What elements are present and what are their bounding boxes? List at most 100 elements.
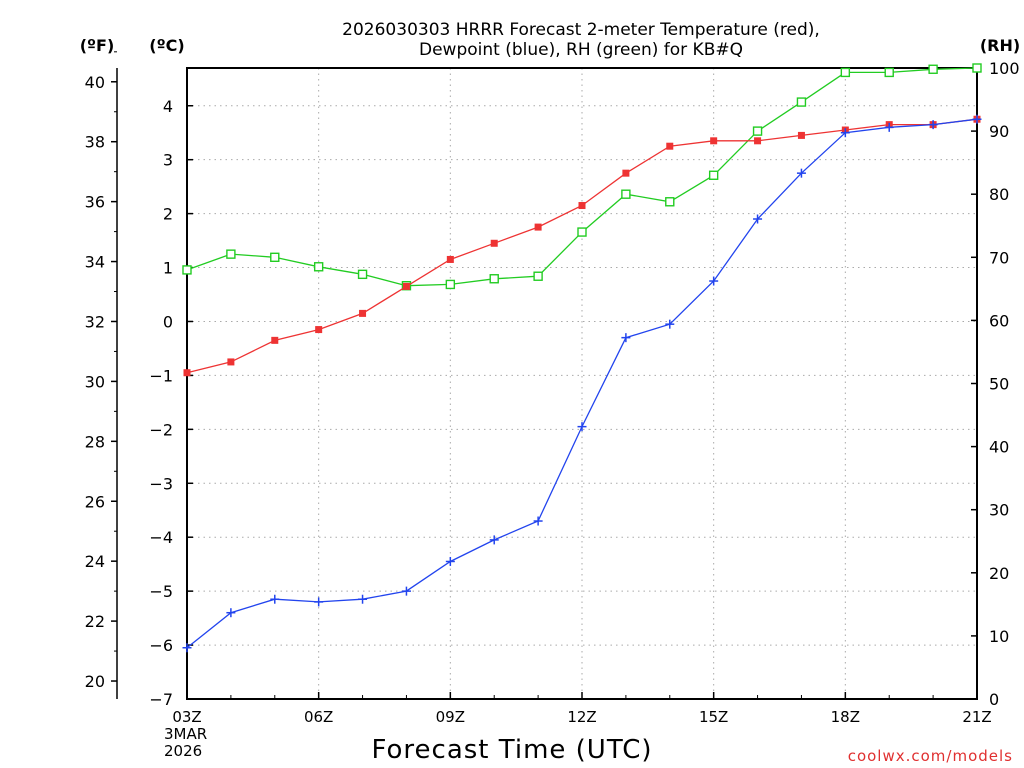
temperature-point xyxy=(754,137,762,145)
y-rh-tick-label: 20 xyxy=(989,564,1009,583)
x-tick-label: 12Z xyxy=(567,708,596,726)
temperature-point xyxy=(666,142,674,150)
y-c-tick-label: −1 xyxy=(149,366,173,385)
temperature-point xyxy=(183,369,191,377)
rh-point xyxy=(182,265,192,275)
y-f-tick-label: 22 xyxy=(85,612,105,631)
chart-title-line2: Dewpoint (blue), RH (green) for KB#Q xyxy=(419,40,743,60)
y-rh-tick-label: 70 xyxy=(989,248,1009,267)
dewpoint-point xyxy=(665,319,675,329)
rh-point xyxy=(577,227,587,237)
y-f-tick-label: 36 xyxy=(85,193,105,212)
y-rh-tick-label: 50 xyxy=(989,375,1009,394)
rh-point xyxy=(533,271,543,281)
y-c-tick-label: −7 xyxy=(149,690,173,709)
y-rh-tick-label: 80 xyxy=(989,185,1009,204)
y-c-tick-label: 0 xyxy=(163,312,173,331)
y-rh-tick-label: 60 xyxy=(989,311,1009,330)
x-tick-label: 15Z xyxy=(699,708,728,726)
y-rh-tick-label: 30 xyxy=(989,501,1009,520)
dewpoint-point xyxy=(884,122,894,132)
rh-point xyxy=(357,269,368,280)
rh-point xyxy=(445,279,456,290)
unit-label-celsius: (ºC) xyxy=(149,36,184,55)
y-f-tick-label: 28 xyxy=(85,432,105,451)
x-start-date-month: 3MAR xyxy=(164,725,207,743)
y-c-tick-label: −3 xyxy=(149,474,173,493)
unit-label-rh: (RH) xyxy=(980,36,1020,55)
rh-point xyxy=(226,249,236,259)
x-tick-label: 09Z xyxy=(436,708,465,726)
dewpoint-point xyxy=(928,120,938,130)
rh-point xyxy=(621,189,631,199)
series-line-rh xyxy=(186,67,978,287)
chart-grid xyxy=(187,68,977,699)
x-tick-label: 18Z xyxy=(831,708,860,726)
y-c-tick-label: −6 xyxy=(149,636,173,655)
x-tick-label: 06Z xyxy=(304,708,333,726)
y-f-tick-label: 34 xyxy=(85,253,105,272)
temperature-point xyxy=(271,336,279,344)
temperature-point xyxy=(490,239,498,247)
temperature-point xyxy=(446,255,454,263)
y-c-tick-label: −4 xyxy=(149,528,173,547)
y-rh-tick-label: 10 xyxy=(989,627,1009,646)
y-rh-tick-label: 100 xyxy=(989,59,1020,78)
dewpoint-point xyxy=(270,594,280,604)
rh-point xyxy=(884,67,894,78)
dewpoint-point xyxy=(489,535,499,545)
dewpoint-point xyxy=(358,594,368,604)
x-start-date-year: 2026 xyxy=(164,742,202,760)
rh-point xyxy=(313,262,324,272)
series-temperature xyxy=(183,115,981,377)
rh-point xyxy=(489,274,499,284)
dewpoint-point xyxy=(182,643,192,653)
temperature-point xyxy=(315,326,323,334)
y-rh-tick-label: 40 xyxy=(989,438,1009,457)
dewpoint-point xyxy=(577,422,587,432)
dewpoint-point xyxy=(796,168,806,178)
credit-text: coolwx.com/models xyxy=(848,747,1013,765)
temperature-point xyxy=(578,202,586,210)
dewpoint-point xyxy=(226,608,236,618)
y-f-tick-label: 26 xyxy=(85,492,105,511)
unit-label-fahrenheit: (ºF) xyxy=(80,36,115,55)
temperature-point xyxy=(534,223,542,231)
dewpoint-point xyxy=(533,516,543,526)
rh-point xyxy=(752,126,763,136)
temperature-point xyxy=(359,309,367,317)
dewpoint-point xyxy=(401,586,411,596)
x-axis-ticks: 03Z 06Z 09Z 12Z 15Z 18Z 21Z xyxy=(172,692,992,726)
rh-point xyxy=(270,252,280,263)
dewpoint-point xyxy=(621,333,631,343)
y-axis-rh-ticks: 0 10 20 30 40 50 60 70 80 90 100 xyxy=(971,59,1020,709)
x-tick-label: 03Z xyxy=(172,708,201,726)
x-tick-label: 21Z xyxy=(962,708,991,726)
y-rh-tick-label: 0 xyxy=(989,690,999,709)
y-c-tick-label: 1 xyxy=(163,259,173,278)
y-c-tick-label: 3 xyxy=(163,151,173,170)
temperature-point xyxy=(797,131,805,139)
rh-point xyxy=(708,170,719,180)
y-c-tick-label: −5 xyxy=(149,582,173,601)
temperature-point xyxy=(710,137,718,145)
series-rh xyxy=(182,63,982,291)
y-f-tick-label: 32 xyxy=(85,312,105,331)
y-rh-tick-label: 90 xyxy=(989,122,1009,141)
dewpoint-point xyxy=(445,556,455,566)
rh-point xyxy=(972,63,982,73)
x-axis-label: Forecast Time (UTC) xyxy=(371,735,652,765)
chart-title-line1: 2026030303 HRRR Forecast 2-meter Tempera… xyxy=(342,20,820,40)
dewpoint-point xyxy=(972,114,982,124)
chart-axes xyxy=(116,67,978,700)
series-dewpoint xyxy=(182,114,982,653)
y-f-tick-label: 38 xyxy=(85,133,105,152)
y-f-tick-label: 30 xyxy=(85,372,105,391)
y-f-tick-label: 40 xyxy=(85,73,105,92)
y-c-tick-label: 4 xyxy=(163,97,173,116)
rh-point xyxy=(665,197,675,207)
y-axis-fahrenheit-ticks: 20 22 24 26 28 30 32 34 36 38 40 xyxy=(85,51,117,691)
dewpoint-point xyxy=(840,128,850,138)
rh-point xyxy=(796,97,807,107)
